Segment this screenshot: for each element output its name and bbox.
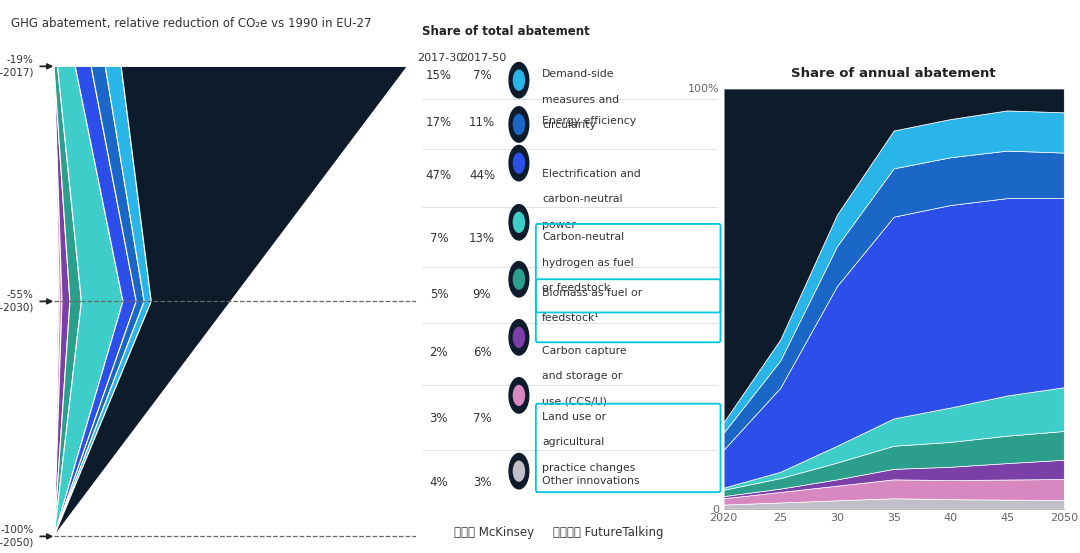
Text: 17%: 17%: [426, 116, 451, 129]
Polygon shape: [54, 66, 151, 536]
Text: 2017-50: 2017-50: [460, 53, 507, 62]
Text: -55%
(1990-2030): -55% (1990-2030): [0, 290, 33, 312]
Polygon shape: [54, 66, 62, 536]
Text: 47%: 47%: [426, 169, 451, 182]
Polygon shape: [54, 66, 59, 536]
Text: -19%
(1990-2017): -19% (1990-2017): [0, 55, 33, 77]
Polygon shape: [54, 66, 123, 536]
Text: agricultural: agricultural: [542, 437, 604, 447]
Text: or feedstock: or feedstock: [542, 283, 610, 293]
Text: Share of total abatement: Share of total abatement: [422, 25, 590, 38]
Text: 3%: 3%: [430, 412, 448, 425]
Text: use (CCS/U): use (CCS/U): [542, 397, 607, 406]
Circle shape: [509, 145, 529, 181]
Text: Energy efficiency: Energy efficiency: [542, 116, 636, 126]
Text: hydrogen as fuel: hydrogen as fuel: [542, 258, 634, 268]
Text: Demand-side: Demand-side: [542, 69, 615, 79]
Text: 13%: 13%: [469, 232, 495, 246]
Text: power: power: [542, 220, 576, 229]
Text: 6%: 6%: [473, 346, 491, 359]
Text: measures and: measures and: [542, 95, 619, 105]
Polygon shape: [54, 66, 81, 536]
Text: Carbon-neutral: Carbon-neutral: [542, 232, 624, 242]
Text: Land use or: Land use or: [542, 412, 606, 422]
Text: 来源： McKinsey     未来主议 FutureTalking: 来源： McKinsey 未来主议 FutureTalking: [454, 526, 663, 539]
Polygon shape: [54, 66, 70, 536]
Circle shape: [513, 70, 525, 90]
Circle shape: [509, 107, 529, 142]
Text: 7%: 7%: [473, 69, 491, 82]
Circle shape: [513, 114, 525, 134]
Text: 11%: 11%: [469, 116, 495, 129]
Circle shape: [513, 212, 525, 232]
Text: 4%: 4%: [430, 476, 448, 489]
Polygon shape: [54, 66, 407, 536]
Text: Carbon capture: Carbon capture: [542, 346, 626, 356]
Circle shape: [509, 262, 529, 297]
Circle shape: [513, 461, 525, 481]
Circle shape: [513, 385, 525, 405]
Text: Other innovations: Other innovations: [542, 476, 639, 486]
Text: 5%: 5%: [430, 288, 448, 301]
Circle shape: [509, 205, 529, 240]
Text: 3%: 3%: [473, 476, 491, 489]
Circle shape: [509, 453, 529, 489]
Text: 9%: 9%: [473, 288, 491, 301]
Text: feedstock¹: feedstock¹: [542, 313, 599, 323]
Polygon shape: [54, 66, 136, 536]
Circle shape: [509, 320, 529, 355]
Text: 7%: 7%: [430, 232, 448, 246]
Text: GHG abatement, relative reduction of CO₂e vs 1990 in EU-27: GHG abatement, relative reduction of CO₂…: [11, 17, 372, 30]
Text: 2017-30: 2017-30: [417, 53, 463, 62]
Text: Electrification and: Electrification and: [542, 169, 640, 179]
Text: -100%
(1990-2050): -100% (1990-2050): [0, 525, 33, 547]
Text: 44%: 44%: [469, 169, 495, 182]
Circle shape: [513, 327, 525, 347]
Text: 15%: 15%: [426, 69, 451, 82]
Circle shape: [509, 62, 529, 98]
Circle shape: [513, 269, 525, 289]
Text: practice changes: practice changes: [542, 463, 635, 473]
Text: 7%: 7%: [473, 412, 491, 425]
Polygon shape: [54, 66, 144, 536]
Text: circularity: circularity: [542, 120, 596, 130]
Text: carbon-neutral: carbon-neutral: [542, 194, 622, 204]
Circle shape: [509, 378, 529, 413]
Text: Biomass as fuel or: Biomass as fuel or: [542, 288, 643, 298]
Title: Share of annual abatement: Share of annual abatement: [792, 67, 996, 80]
Text: and storage or: and storage or: [542, 371, 622, 381]
Text: 2%: 2%: [430, 346, 448, 359]
Circle shape: [513, 153, 525, 173]
